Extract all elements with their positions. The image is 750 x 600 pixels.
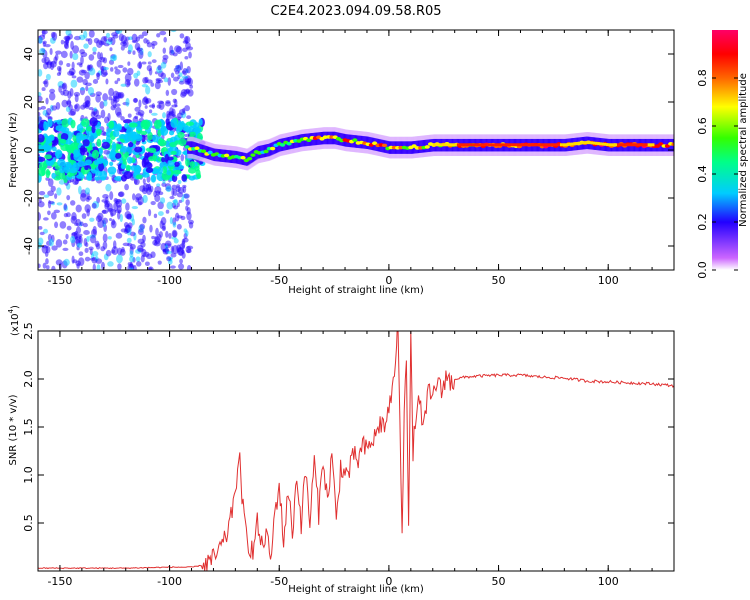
spectrogram-xtick-label: -100 <box>157 274 182 287</box>
colorbar-tick-label: 0.0 <box>696 261 709 279</box>
spectrogram-image <box>38 30 674 270</box>
spectrogram-xtick-label: 50 <box>492 274 506 287</box>
snr-ytick-label: 1.5 <box>22 418 35 436</box>
snr-xtick-label: 50 <box>492 575 506 588</box>
colorbar: 0.0 0.2 0.4 0.6 0.8 Normalized spectral ampl… <box>696 30 749 279</box>
snr-panel: -150 -100 -50 0 50 100 0.5 1.0 1.5 2.0 2.5 Height … <box>7 305 675 595</box>
colorbar-tick-label: 0.6 <box>696 117 709 135</box>
spectrogram-ytick-label: 20 <box>22 95 35 109</box>
spectrogram-ytick-label: 40 <box>22 47 35 61</box>
colorbar-ticks: 0.0 0.2 0.4 0.6 0.8 <box>696 69 738 279</box>
snr-multiplier: (x104) <box>7 305 21 336</box>
spectrogram-ytick-label: -20 <box>22 189 35 207</box>
snr-xtick-label: -100 <box>157 575 182 588</box>
snr-ytick-label: 2.0 <box>22 370 35 388</box>
snr-ytick-label: 0.5 <box>22 514 35 532</box>
snr-multiplier-close: ) <box>10 305 21 309</box>
snr-xtick-label: -50 <box>270 575 288 588</box>
colorbar-label: Normalized spectral amplitude <box>738 73 749 227</box>
snr-multiplier-open: (x10 <box>10 313 21 336</box>
snr-xlabel: Height of straight line (km) <box>288 584 424 595</box>
spectrogram-xlabel: Height of straight line (km) <box>288 285 424 296</box>
snr-ticks: -150 -100 -50 0 50 100 0.5 1.0 1.5 2.0 2.5 <box>22 322 675 588</box>
snr-ytick-label: 2.5 <box>22 322 35 340</box>
snr-ylabel: SNR (10 * v/v) <box>8 394 19 465</box>
svg-text:(x104): (x104) <box>7 305 21 336</box>
spectrogram-xtick-label: 0 <box>385 274 392 287</box>
snr-xtick-label: 0 <box>385 575 392 588</box>
colorbar-tick-label: 0.8 <box>696 69 709 87</box>
figure-title: C2E4.2023.094.09.58.R05 <box>270 4 441 19</box>
spectrogram-ylabel: Frequency (Hz) <box>8 112 19 188</box>
spectrogram-xtick-label: 100 <box>598 274 619 287</box>
spectrogram-xtick-label: -50 <box>270 274 288 287</box>
snr-ytick-label: 1.0 <box>22 466 35 484</box>
colorbar-tick-label: 0.4 <box>696 165 709 183</box>
spectrogram-ytick-label: 0 <box>22 147 35 154</box>
snr-series-line <box>38 331 674 571</box>
snr-multiplier-exp: 4 <box>7 308 15 313</box>
spectrogram-ticks: -150 -100 -50 0 50 100 -40 -20 0 20 40 <box>22 30 675 287</box>
snr-frame <box>37 330 675 572</box>
snr-xtick-label: -150 <box>47 575 72 588</box>
colorbar-gradient <box>712 30 738 270</box>
spectrogram-ytick-label: -40 <box>22 237 35 255</box>
snr-xtick-label: 100 <box>598 575 619 588</box>
spectrogram-panel: -150 -100 -50 0 50 100 -40 -20 0 20 40 Height of s… <box>8 29 675 296</box>
spectrogram-xtick-label: -150 <box>47 274 72 287</box>
colorbar-tick-label: 0.2 <box>696 213 709 231</box>
